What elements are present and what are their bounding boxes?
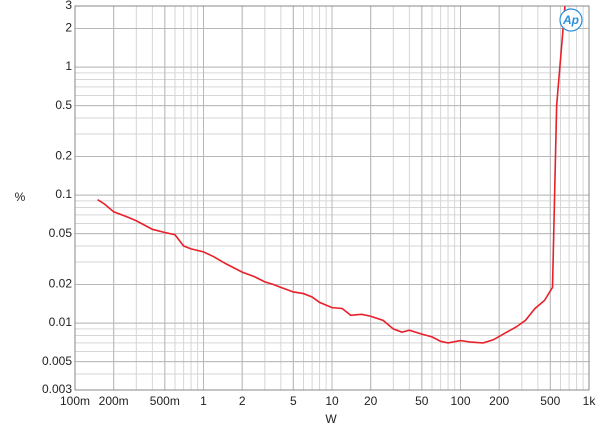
x-tick-label: 5 — [290, 394, 297, 408]
x-tick-label: 200 — [489, 394, 509, 408]
x-tick-label: 1 — [200, 394, 207, 408]
plot-frame — [74, 5, 590, 391]
y-tick-label: 1 — [65, 59, 72, 73]
y-tick-label: 0.02 — [49, 277, 73, 291]
x-tick-label: 200m — [99, 394, 129, 408]
x-tick-label: 10 — [325, 394, 339, 408]
y-tick-label: 0.005 — [42, 354, 72, 368]
y-tick-label: 0.003 — [42, 382, 72, 396]
y-tick-label: 0.2 — [55, 149, 72, 163]
x-tick-label: 500 — [540, 394, 560, 408]
y-tick-label: 0.5 — [55, 98, 72, 112]
x-tick-label: 20 — [364, 394, 378, 408]
x-tick-label: 50 — [415, 394, 429, 408]
y-axis-label: % — [15, 190, 26, 204]
x-tick-label: 1k — [583, 394, 597, 408]
y-tick-label: 2 — [65, 21, 72, 35]
x-tick-label: 100 — [450, 394, 470, 408]
y-tick-label: 0.01 — [49, 315, 73, 329]
logo-ring — [559, 8, 583, 32]
x-axis-label: W — [325, 412, 337, 426]
y-tick-label: 0.05 — [49, 226, 73, 240]
y-tick-label: 0.1 — [55, 187, 72, 201]
logo: Ap — [562, 13, 579, 27]
y-tick-label: 3 — [65, 0, 72, 12]
x-tick-label: 100m — [60, 394, 90, 408]
x-tick-label: 2 — [239, 394, 246, 408]
data-line — [97, 6, 566, 344]
x-tick-label: 500m — [150, 394, 180, 408]
